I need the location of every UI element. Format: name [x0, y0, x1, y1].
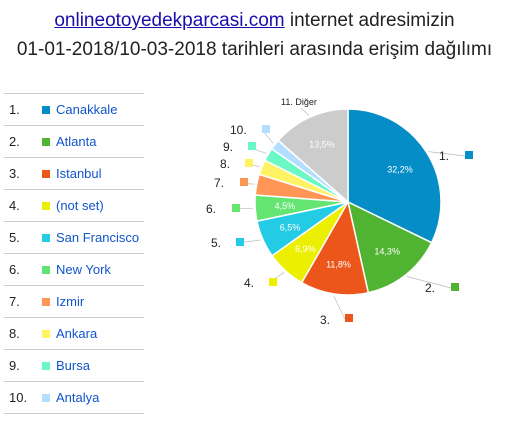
legend-city-link[interactable]: Ankara — [56, 326, 98, 341]
slice-percent-label: 32,2% — [387, 164, 413, 174]
legend-city-link[interactable]: Atlanta — [56, 134, 97, 149]
legend-index: 10. — [9, 390, 28, 405]
legend-city-link[interactable]: San Francisco — [56, 230, 140, 245]
slice-marker-swatch — [465, 151, 473, 159]
legend-row: 3. Istanbul — [4, 158, 144, 190]
legend-index: 7. — [9, 294, 20, 309]
slice-marker-swatch — [345, 314, 353, 322]
legend-swatch — [42, 266, 50, 274]
legend-city-link[interactable]: Canakkale — [56, 102, 118, 117]
slice-percent-label: 4,5% — [275, 201, 296, 211]
slice-marker-swatch — [269, 278, 277, 286]
legend-swatch — [42, 170, 50, 178]
legend-index: 9. — [9, 358, 20, 373]
slice-percent-label: 6,5% — [280, 222, 301, 232]
legend-row: 5. San Francisco — [4, 222, 144, 254]
legend-index: 8. — [9, 326, 20, 341]
legend-row: 1. Canakkale — [4, 94, 144, 126]
slice-marker-label: 4. — [244, 276, 254, 290]
legend-row: 4. (not set) — [4, 190, 144, 222]
legend-city-link[interactable]: Istanbul — [56, 166, 102, 181]
slice-marker-swatch — [232, 204, 240, 212]
slice-marker-swatch — [245, 159, 253, 167]
slice-marker-label: 11. Diğer — [281, 97, 317, 107]
legend-city-link[interactable]: Izmir — [56, 294, 85, 309]
leader-line — [300, 107, 310, 116]
legend-swatch — [42, 394, 50, 402]
legend-row: 8. Ankara — [4, 318, 144, 350]
title-line-1-rest: internet adresimizin — [284, 10, 455, 31]
legend-index: 1. — [9, 102, 20, 117]
legend-index: 5. — [9, 230, 20, 245]
slice-marker-label: 6. — [206, 202, 216, 216]
legend-row: 10. Antalya — [4, 382, 144, 414]
slice-marker-swatch — [240, 178, 248, 186]
legend-row: 6. New York — [4, 254, 144, 286]
legend-city-link[interactable]: Bursa — [56, 358, 90, 373]
pie-slice[interactable] — [277, 108, 349, 204]
leader-line — [333, 295, 346, 320]
legend-city-link[interactable]: (not set) — [56, 198, 104, 213]
slice-marker-swatch — [262, 125, 270, 133]
legend-swatch — [42, 202, 50, 210]
slice-marker-label: 1. — [439, 149, 449, 163]
legend-city-link[interactable]: New York — [56, 262, 111, 277]
legend-row: 9. Bursa — [4, 350, 144, 382]
slice-marker-swatch — [451, 283, 459, 291]
legend-index: 6. — [9, 262, 20, 277]
legend-swatch — [42, 138, 50, 146]
slice-marker-swatch — [248, 142, 256, 150]
leader-line — [428, 151, 466, 157]
leader-line — [406, 276, 452, 289]
slice-marker-label: 10. — [230, 123, 247, 137]
legend-index: 4. — [9, 198, 20, 213]
slice-marker-swatch — [236, 238, 244, 246]
slice-marker-label: 9. — [223, 140, 233, 154]
slice-percent-label: 14,3% — [374, 247, 400, 257]
legend-index: 2. — [9, 134, 20, 149]
slice-percent-label: 13,5% — [309, 139, 335, 149]
pie-slice[interactable] — [346, 200, 433, 294]
slice-percent-label: 6,9% — [295, 244, 316, 254]
slice-marker-label: 5. — [211, 236, 221, 250]
title-line-2: 01-01-2018/10-03-2018 tarihleri arasında… — [16, 39, 493, 60]
slice-marker-label: 3. — [320, 313, 330, 327]
chart-title: onlineotoyedekparcasi.com internet adres… — [0, 6, 509, 64]
title-line-1: onlineotoyedekparcasi.com internet adres… — [0, 6, 509, 35]
pie-slice[interactable] — [347, 108, 442, 244]
slice-marker-label: 8. — [220, 157, 230, 171]
legend-row: 2. Atlanta — [4, 126, 144, 158]
legend-table: 1. Canakkale 2. Atlanta 3. Istanbul 4. (not … — [4, 93, 144, 414]
slice-marker-label: 7. — [214, 176, 224, 190]
legend-swatch — [42, 298, 50, 306]
site-link[interactable]: onlineotoyedekparcasi.com — [54, 10, 285, 31]
legend-index: 3. — [9, 166, 20, 181]
legend-city-link[interactable]: Antalya — [56, 390, 100, 405]
legend-swatch — [42, 106, 50, 114]
legend-swatch — [42, 234, 50, 242]
legend-swatch — [42, 362, 50, 370]
slice-marker-label: 2. — [425, 281, 435, 295]
pie-slice[interactable] — [300, 199, 370, 296]
slice-percent-label: 11,8% — [326, 260, 351, 270]
legend-swatch — [42, 330, 50, 338]
legend-row: 7. Izmir — [4, 286, 144, 318]
